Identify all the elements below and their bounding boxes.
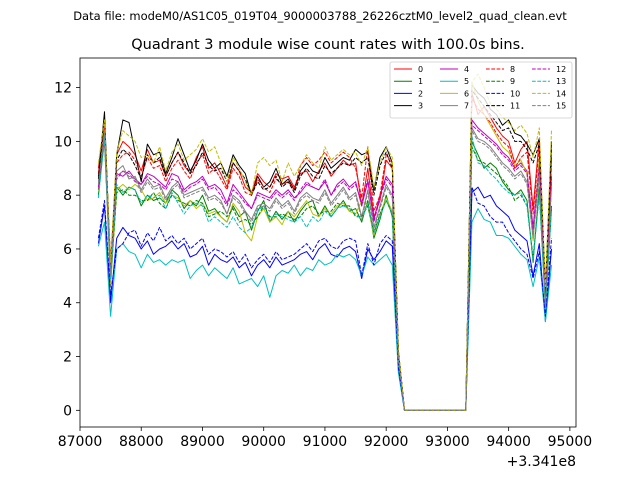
x-tick-label: 87000 — [58, 434, 103, 450]
legend-label: 13 — [556, 77, 566, 86]
legend-label: 2 — [418, 89, 423, 98]
legend-label: 9 — [510, 77, 515, 86]
legend-label: 11 — [510, 102, 520, 111]
x-axis-offset-text: +3.341e8 — [507, 454, 576, 470]
legend-label: 15 — [556, 102, 566, 111]
x-axis: 87000 88000 89000 90000 91000 92000 93000 94000… — [58, 427, 592, 450]
chart-title: Quadrant 3 module wise count rates with … — [131, 37, 525, 53]
x-tick-label: 92000 — [364, 434, 409, 450]
series-line-1 — [97, 130, 552, 411]
plot-frame — [79, 57, 577, 428]
legend-label: 8 — [510, 65, 515, 74]
y-tick-label: 2 — [63, 350, 72, 366]
legend-label: 7 — [464, 102, 469, 111]
x-tick-label: 91000 — [303, 434, 348, 450]
legend-label: 4 — [464, 65, 469, 74]
legend-label: 14 — [556, 89, 566, 98]
x-tick-label: 88000 — [119, 434, 164, 450]
series-line-7 — [97, 127, 552, 411]
series-line-4 — [97, 119, 552, 411]
x-tick-label: 95000 — [548, 434, 593, 450]
chart-suptitle: Data file: modeM0/AS1C05_019T04_90000037… — [73, 9, 567, 23]
legend-label: 0 — [418, 65, 423, 74]
series-line-13 — [97, 135, 552, 411]
legend-label: 3 — [418, 102, 423, 111]
x-tick-label: 93000 — [425, 434, 470, 450]
series-line-2 — [97, 186, 552, 411]
legend-box — [389, 61, 573, 119]
legend-label: 6 — [464, 89, 469, 98]
legend-label: 1 — [418, 77, 423, 86]
series-line-15 — [97, 130, 552, 411]
series-line-10 — [97, 186, 552, 411]
y-tick-label: 10 — [54, 134, 72, 150]
y-tick-label: 6 — [63, 242, 72, 258]
y-tick-label: 0 — [63, 403, 72, 419]
y-tick-label: 4 — [63, 296, 72, 312]
legend-label: 5 — [464, 77, 469, 86]
x-tick-label: 94000 — [486, 434, 531, 450]
y-tick-label: 8 — [63, 188, 72, 204]
y-tick-label: 12 — [54, 81, 72, 97]
series-line-5 — [97, 208, 552, 411]
series-line-14 — [97, 73, 552, 411]
y-axis: 0 2 4 6 8 10 12 — [54, 81, 80, 419]
legend-label: 10 — [510, 89, 520, 98]
x-tick-label: 89000 — [180, 434, 225, 450]
x-tick-label: 90000 — [241, 434, 286, 450]
legend-label: 12 — [556, 65, 566, 74]
series-layer — [97, 73, 552, 411]
